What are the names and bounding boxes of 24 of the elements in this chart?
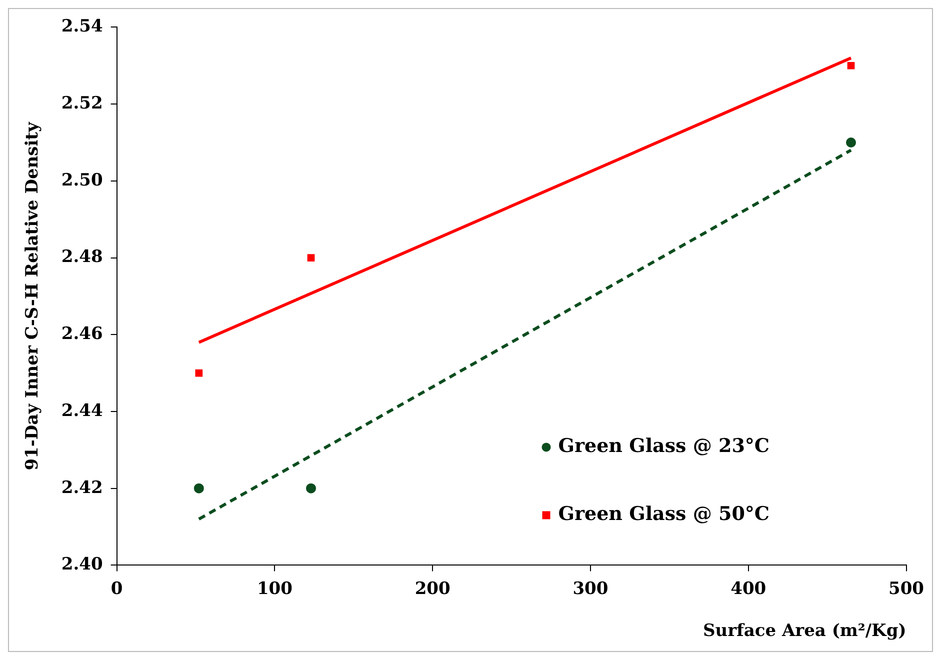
y-tick-label: 2.48	[61, 247, 103, 268]
x-tick-label: 500	[888, 578, 924, 599]
point	[307, 254, 315, 262]
point	[194, 483, 204, 494]
y-axis-title: 91-Day Inner C-S-H Relative Density	[22, 120, 43, 470]
y-tick-label: 2.40	[61, 554, 103, 575]
x-tick-label: 300	[572, 578, 608, 599]
point	[195, 369, 203, 377]
point	[846, 137, 856, 148]
x-tick-label: 200	[414, 578, 450, 599]
x-tick-label: 400	[730, 578, 766, 599]
y-tick-label: 2.54	[61, 16, 103, 37]
point	[847, 62, 855, 70]
x-axis-title: Surface Area (m²/Kg)	[702, 621, 906, 642]
x-tick-label: 100	[256, 578, 293, 599]
x-tick-label: 0	[110, 578, 123, 599]
y-tick-label: 2.44	[61, 400, 103, 421]
y-tick-label: 2.46	[61, 324, 103, 344]
legend-label: Green Glass @ 23°C	[558, 435, 770, 458]
y-tick-label: 2.42	[61, 478, 103, 498]
y-tick-label: 2.50	[61, 170, 103, 190]
point	[306, 483, 316, 494]
y-tick-label: 2.52	[61, 93, 103, 114]
legend-label: Green Glass @ 50°C	[558, 503, 770, 526]
